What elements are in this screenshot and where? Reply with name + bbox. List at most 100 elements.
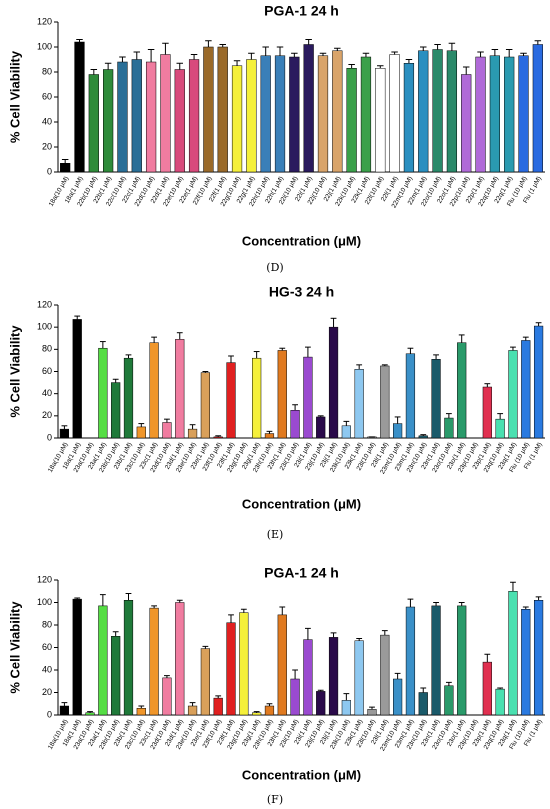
- bar: [354, 640, 364, 716]
- y-tick-label: 40: [42, 388, 52, 398]
- bar: [226, 362, 236, 439]
- bar: [346, 68, 357, 173]
- chart-title: PGA-1 24 h: [264, 565, 339, 581]
- bar: [341, 425, 351, 439]
- y-tick-label: 60: [42, 366, 52, 376]
- bar: [317, 55, 329, 173]
- bar: [136, 426, 146, 439]
- bar: [489, 55, 500, 173]
- bar: [187, 705, 198, 716]
- bar: [360, 56, 372, 173]
- bar: [149, 342, 159, 439]
- bar: [431, 605, 441, 716]
- bar: [403, 63, 415, 173]
- bar: [145, 61, 157, 173]
- bar: [59, 705, 70, 716]
- bar: [123, 600, 134, 716]
- bar: [354, 369, 364, 439]
- caption: (F): [267, 793, 283, 806]
- bar: [418, 435, 428, 439]
- bar: [380, 365, 390, 439]
- y-tick-label: 20: [42, 410, 52, 420]
- bar: [136, 708, 146, 716]
- bar: [123, 357, 134, 439]
- y-axis-label: % Cell Viability: [7, 601, 22, 694]
- bar: [303, 639, 313, 716]
- bar: [389, 54, 400, 173]
- caption: (E): [267, 528, 284, 541]
- bar: [277, 350, 287, 439]
- bar: [277, 614, 287, 716]
- bar: [495, 418, 505, 439]
- bar: [328, 326, 339, 439]
- bar: [188, 59, 200, 173]
- y-tick-label: 40: [42, 664, 52, 674]
- bar: [418, 50, 429, 173]
- bar: [405, 353, 416, 439]
- bar: [162, 422, 172, 439]
- bar: [303, 44, 314, 173]
- y-tick-label: 60: [42, 642, 52, 652]
- bar: [380, 634, 390, 716]
- bar: [246, 59, 257, 173]
- bar: [60, 163, 71, 173]
- y-tick-label: 60: [42, 91, 52, 101]
- bar: [264, 433, 275, 439]
- bar: [290, 678, 300, 716]
- bar: [444, 417, 454, 439]
- y-tick-label: 80: [42, 66, 52, 76]
- bar: [393, 678, 403, 716]
- y-tick-label: 120: [37, 16, 52, 26]
- bar: [264, 705, 275, 716]
- bar: [393, 423, 403, 439]
- bar: [213, 436, 223, 439]
- caption: (D): [266, 261, 283, 274]
- y-tick-label: 0: [47, 432, 52, 442]
- bar: [187, 428, 198, 439]
- bar: [98, 347, 108, 439]
- bar: [231, 65, 243, 173]
- bar: [260, 55, 271, 173]
- bar: [252, 712, 262, 716]
- bar: [341, 700, 351, 716]
- bar: [226, 622, 236, 716]
- bar: [367, 709, 377, 716]
- bar: [532, 44, 543, 173]
- bar: [200, 648, 210, 716]
- bar: [521, 340, 531, 439]
- y-tick-label: 100: [37, 322, 52, 332]
- bar: [482, 661, 492, 716]
- bar: [174, 69, 185, 173]
- bar: [131, 59, 142, 173]
- bar: [88, 74, 99, 173]
- bar: [316, 691, 326, 716]
- bar: [521, 609, 531, 716]
- bar: [175, 339, 185, 439]
- bar: [475, 56, 486, 173]
- bar: [111, 382, 121, 439]
- bar: [405, 606, 416, 716]
- y-tick-label: 0: [47, 709, 52, 719]
- x-axis-label: Concentration (μM): [242, 496, 361, 511]
- bar: [203, 46, 214, 173]
- bar: [316, 416, 326, 439]
- bar: [446, 50, 458, 173]
- bar: [217, 46, 228, 173]
- y-tick-label: 40: [42, 116, 52, 126]
- bar: [303, 356, 313, 439]
- bar: [504, 56, 515, 173]
- x-axis-label: Concentration (μM): [242, 767, 361, 782]
- y-tick-label: 120: [37, 574, 52, 584]
- bar: [328, 637, 339, 716]
- bar: [533, 325, 544, 439]
- bar: [239, 612, 249, 716]
- bar: [160, 54, 171, 173]
- bar: [59, 428, 70, 439]
- x-axis-label: Concentration (μM): [242, 233, 361, 248]
- bar: [252, 357, 262, 439]
- bar: [482, 386, 492, 439]
- bar: [533, 600, 544, 716]
- bar: [274, 55, 286, 173]
- bar: [117, 61, 128, 173]
- bar: [495, 688, 505, 716]
